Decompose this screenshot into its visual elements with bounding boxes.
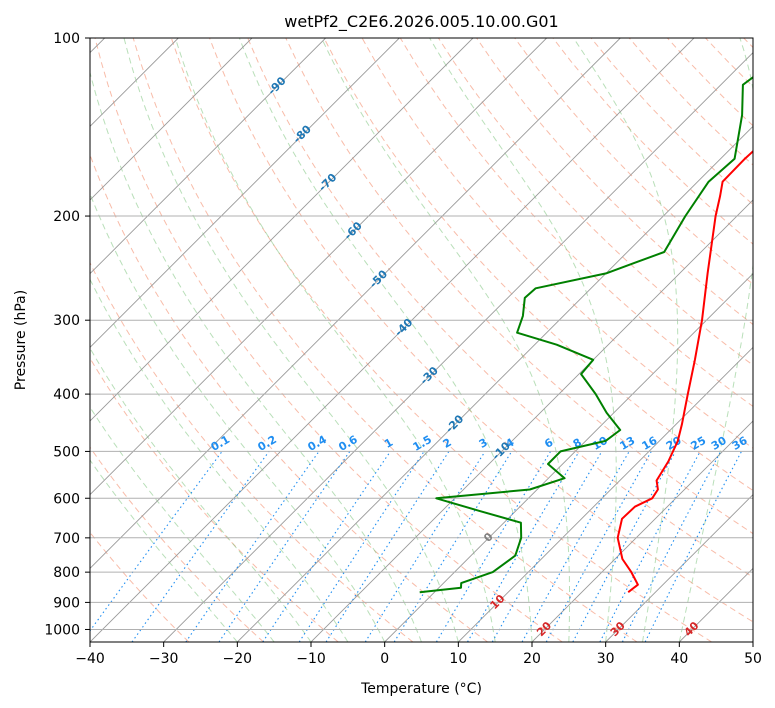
isotherm (90, 38, 547, 496)
mixing-ratio-line (435, 451, 552, 642)
dry-adiabat (514, 38, 753, 285)
dry-adiabat (94, 38, 563, 642)
x-axis: −40 −30 −20 −10 0 10 20 30 40 50 (75, 642, 762, 667)
dry-adiabat (247, 38, 753, 578)
x-tick-label: −40 (75, 651, 105, 667)
y-tick-label: 100 (53, 31, 80, 47)
y-tick-label: 900 (53, 595, 80, 611)
dry-adiabat (170, 38, 712, 642)
y-tick-label: 1000 (44, 622, 80, 638)
dewpoint-profile (419, 75, 753, 594)
data-series (419, 75, 753, 594)
mixing-ratio-line (218, 451, 351, 642)
isotherm (90, 38, 474, 422)
moist-adiabat (321, 38, 571, 642)
isotherm (531, 420, 753, 642)
moist-adiabat (238, 38, 533, 642)
dry-adiabat (132, 38, 638, 642)
isotherm (90, 38, 621, 569)
x-tick-label: −30 (149, 651, 179, 667)
moist-adiabat (123, 38, 459, 642)
mixing-ratio-line (185, 451, 320, 642)
chart-title: wetPf2_C2E6.2026.005.10.00.G01 (284, 12, 558, 32)
x-tick-label: 50 (744, 651, 762, 667)
dry-adiabat (323, 38, 753, 492)
y-tick-label: 300 (53, 313, 80, 329)
dry-adiabat (285, 38, 753, 535)
moist-adiabat (678, 38, 753, 642)
x-axis-title: Temperature (°C) (360, 681, 482, 697)
dry-adiabat (209, 38, 753, 623)
isotherm (90, 38, 695, 642)
x-tick-label: 10 (449, 651, 467, 667)
x-tick-label: 20 (523, 651, 541, 667)
x-tick-label: −20 (223, 651, 253, 667)
isotherm (384, 273, 753, 642)
isotherm (90, 38, 326, 275)
isotherm (163, 52, 753, 642)
mixing-ratio-line (644, 451, 742, 642)
mixing-ratio-line (262, 451, 391, 642)
x-tick-label: 40 (670, 651, 688, 667)
moist-adiabat (429, 38, 617, 642)
moist-adiabat (90, 192, 386, 642)
mixing-ratio-line (364, 451, 486, 642)
y-tick-label: 800 (53, 565, 80, 581)
y-axis: 100 200 300 400 500 600 700 800 900 1000 (44, 31, 90, 638)
moist-adiabat (573, 38, 679, 642)
moist-adiabat (90, 459, 238, 642)
dry-adiabat (476, 38, 753, 326)
mixing-ratio-line (298, 451, 425, 642)
moist-adiabat (90, 70, 422, 642)
moist-adiabat (90, 406, 275, 642)
dry-adiabat (90, 446, 264, 642)
isotherm (458, 346, 753, 642)
dry-adiabat (90, 261, 414, 642)
y-tick-label: 500 (53, 444, 80, 460)
y-tick-label: 200 (53, 209, 80, 225)
moist-adiabat (174, 38, 496, 642)
mixing-ratio-line (131, 451, 270, 642)
x-tick-label: −10 (296, 651, 326, 667)
mixing-ratio-line (467, 451, 580, 642)
pressure-gridlines (90, 38, 753, 630)
mixing-ratio-line (545, 451, 652, 642)
isotherm (310, 199, 753, 642)
y-tick-label: 600 (53, 491, 80, 507)
plot-frame (89, 37, 754, 643)
temperature-profile (616, 149, 753, 593)
moist-adiabat (90, 278, 349, 642)
y-tick-label: 700 (53, 531, 80, 547)
y-axis-title: Pressure (hPa) (13, 290, 29, 390)
mixing-ratio-line (393, 451, 513, 642)
isotherm (90, 38, 253, 201)
x-tick-label: 0 (380, 651, 389, 667)
isotherm (605, 494, 753, 642)
background-lines (90, 38, 753, 642)
mixing-ratio-line (325, 451, 450, 642)
x-tick-label: 30 (597, 651, 615, 667)
isotherm (90, 38, 400, 348)
mixing-ratio-line (572, 451, 676, 642)
y-tick-label: 400 (53, 387, 80, 403)
